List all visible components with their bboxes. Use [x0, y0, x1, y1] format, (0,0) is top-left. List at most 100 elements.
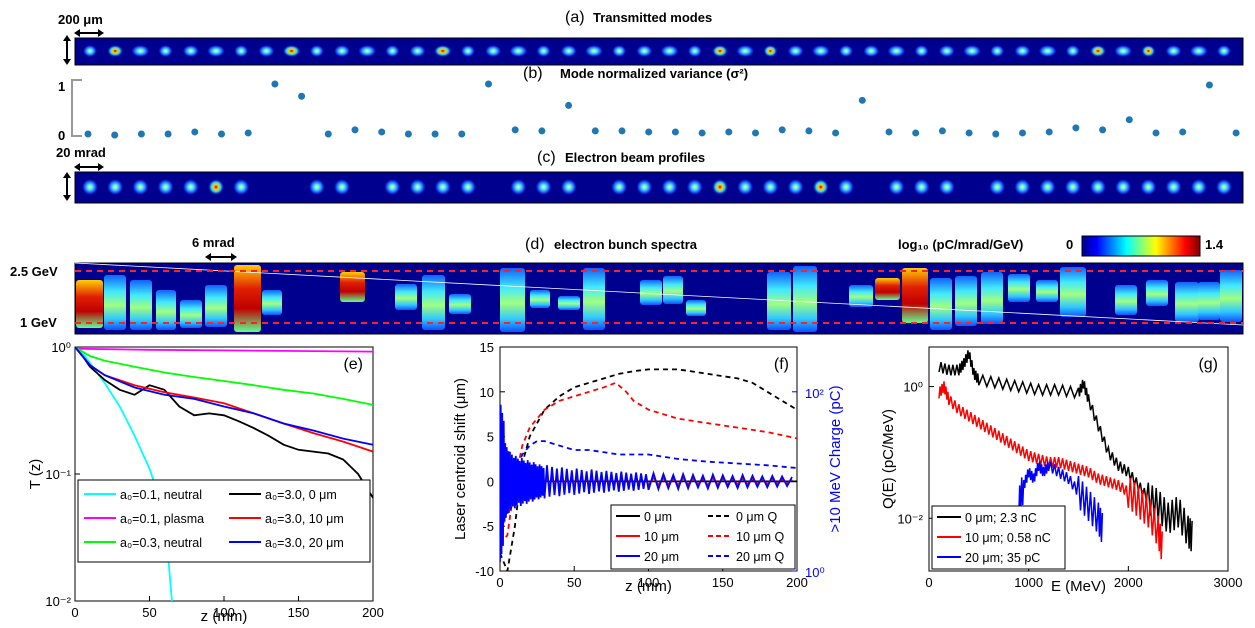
variance-point — [725, 128, 733, 136]
beam-spot — [510, 179, 527, 195]
mode-spot — [1090, 45, 1106, 57]
series-line — [74, 346, 374, 446]
beam-spot — [409, 179, 426, 195]
x-tick-label: 50 — [142, 605, 156, 620]
beam-spot — [1039, 179, 1056, 195]
x-axis-label: z (mm) — [625, 578, 672, 595]
variance-point — [752, 129, 759, 137]
variance-point — [858, 96, 866, 104]
beam-spot — [334, 179, 350, 195]
beam-spot — [384, 179, 401, 195]
x-tick-label: 0 — [71, 605, 78, 620]
variance-point — [351, 126, 359, 134]
legend-entry: 0 μm Q — [736, 510, 778, 524]
bunch-column — [1060, 267, 1086, 317]
scale-arrow-c — [66, 166, 100, 197]
beam-spot — [560, 179, 577, 195]
panel-b-title: Mode normalized variance (σ²) — [560, 66, 748, 81]
mode-spot — [1065, 45, 1080, 57]
mode-spot — [636, 45, 653, 57]
x-tick-label: 200 — [786, 575, 808, 590]
x-axis-label: z (mm) — [201, 608, 248, 625]
bunch-column — [767, 272, 791, 330]
bunch-column — [955, 276, 977, 326]
mode-spot — [107, 45, 124, 57]
legend-entry: a₀=0.1, plasma — [120, 512, 204, 526]
panel-f-centroid-plot: 0 50 100 150 200 -10 -5 0 5 10 15 10⁰ 10² z (mm) Laser… — [452, 340, 844, 595]
bunch-column — [930, 278, 952, 330]
series-line — [500, 381, 797, 545]
beam-spot — [157, 179, 174, 195]
bunch-column — [981, 272, 1003, 324]
y2-tick-label: 10⁰ — [805, 565, 825, 580]
bunch-column — [849, 285, 873, 307]
variance-point — [1019, 129, 1026, 137]
legend-entry: 20 μm Q — [736, 550, 784, 564]
variance-point — [218, 130, 225, 138]
panel-b-ytick-top: 1 — [58, 79, 65, 94]
x-tick-label: 200 — [362, 605, 384, 620]
variance-point — [404, 130, 412, 138]
x-tick-label: 50 — [567, 575, 581, 590]
x-tick-label: 100 — [213, 605, 235, 620]
variance-point — [298, 92, 306, 100]
legend-entry: a₀=0.1, neutral — [120, 488, 202, 502]
y2-tick-label: 10² — [805, 386, 824, 401]
mode-spot — [963, 45, 981, 57]
bunch-column — [530, 290, 550, 308]
variance-point — [938, 127, 946, 135]
energy-top-label: 2.5 GeV — [10, 264, 58, 279]
variance-point — [431, 130, 439, 138]
beam-spot — [712, 179, 728, 195]
variance-point — [244, 129, 252, 137]
bunch-column — [558, 296, 580, 310]
variance-point — [645, 128, 653, 136]
beam-spot — [1090, 179, 1106, 195]
mode-spot — [990, 45, 1005, 57]
axes-box — [928, 346, 1229, 572]
legend-f: 0 μm 0 μm Q 10 μm 10 μm Q 20 μm 20 μm Q — [610, 504, 796, 570]
y-tick-label: -5 — [482, 519, 494, 534]
beam-spot — [1115, 179, 1132, 195]
axes-box — [74, 346, 374, 602]
beam-spot — [233, 179, 250, 195]
bunch-column — [449, 294, 471, 314]
mode-spot — [309, 45, 324, 57]
x-tick-label: 2000 — [1114, 575, 1143, 590]
panel-d-title: electron bunch spectra — [554, 237, 698, 252]
variance-point — [965, 129, 973, 137]
series-line — [1017, 461, 1104, 543]
legend-e: a₀=0.1, neutral a₀=0.1, plasma a₀=0.3, neu… — [77, 479, 371, 563]
series-line — [74, 347, 374, 353]
panel-e-letter: (e) — [343, 356, 363, 373]
panel-g-letter: (g) — [1198, 356, 1218, 373]
mode-spot — [1014, 45, 1031, 57]
colorbar — [1081, 235, 1201, 257]
arrowheads-a — [63, 29, 104, 65]
variance-point — [1045, 128, 1053, 136]
beam-spot — [812, 179, 829, 195]
y-tick-label: 10⁻² — [897, 511, 923, 526]
variance-point — [992, 130, 1000, 138]
beam-spot — [434, 179, 451, 195]
beam-spot — [208, 179, 224, 195]
variance-point — [1205, 81, 1213, 89]
bunch-column — [234, 265, 261, 332]
series-line — [938, 350, 1193, 552]
mode-spot — [1141, 45, 1156, 57]
variance-point — [1125, 116, 1133, 124]
legend-entry: 0 μm; 2.3 nC — [965, 511, 1037, 525]
bunch-column — [1036, 280, 1058, 302]
arrowheads-c — [63, 163, 104, 201]
y-tick-label: 10⁰ — [51, 340, 71, 355]
beam-spot — [82, 179, 98, 195]
mode-spot — [234, 45, 249, 57]
mode-spot — [612, 45, 627, 57]
mode-spot — [1165, 45, 1182, 57]
mode-spot — [131, 45, 150, 57]
bunch-column — [180, 300, 202, 328]
beam-spot — [888, 179, 905, 195]
mode-spot — [334, 45, 350, 57]
variance-point — [1232, 129, 1240, 137]
